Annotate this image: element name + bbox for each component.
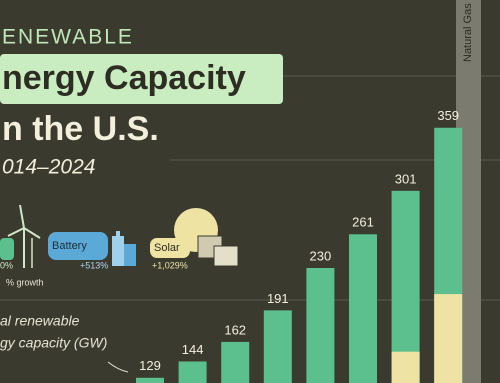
bar: [391, 190, 420, 383]
axis-note: gy capacity (GW): [0, 335, 107, 351]
data-label: 144: [182, 342, 204, 357]
axis-note: al renewable: [0, 313, 80, 329]
title: nergy Capacity: [2, 59, 246, 97]
solar-growth: +1,029%: [152, 260, 188, 270]
arrow: [107, 361, 129, 373]
bar: [349, 234, 377, 383]
solar-label: Solar: [154, 242, 180, 254]
solar-panel-icon: [197, 235, 239, 267]
battery-growth: +513%: [80, 260, 108, 270]
bar-overlay: [391, 351, 420, 383]
data-label: 230: [310, 248, 332, 263]
bar: [306, 267, 335, 383]
battery-label: Battery: [52, 240, 87, 252]
growth-note: % growth: [6, 277, 44, 287]
title-highlight: [0, 54, 283, 104]
battery-icon: [112, 231, 136, 266]
reference-label: Natural Gas: [462, 3, 474, 62]
data-label: 301: [395, 171, 417, 186]
bar-overlay: [434, 294, 463, 383]
data-label: 359: [437, 108, 459, 123]
kicker: ENEWABLE: [2, 26, 134, 49]
title-line2: n the U.S.: [2, 110, 159, 148]
data-label: 162: [224, 322, 246, 337]
data-label: 129: [139, 358, 161, 373]
years: 014–2024: [2, 156, 95, 179]
solar-badge: [150, 238, 190, 258]
bar: [263, 310, 292, 383]
battery-badge: [48, 232, 108, 260]
wind-icon: [0, 204, 41, 268]
bar: [136, 377, 164, 383]
data-label: 261: [352, 215, 374, 230]
wind-growth: 0%: [0, 260, 13, 270]
bar: [178, 361, 207, 383]
data-label: 191: [267, 291, 289, 306]
bar: [221, 341, 250, 383]
